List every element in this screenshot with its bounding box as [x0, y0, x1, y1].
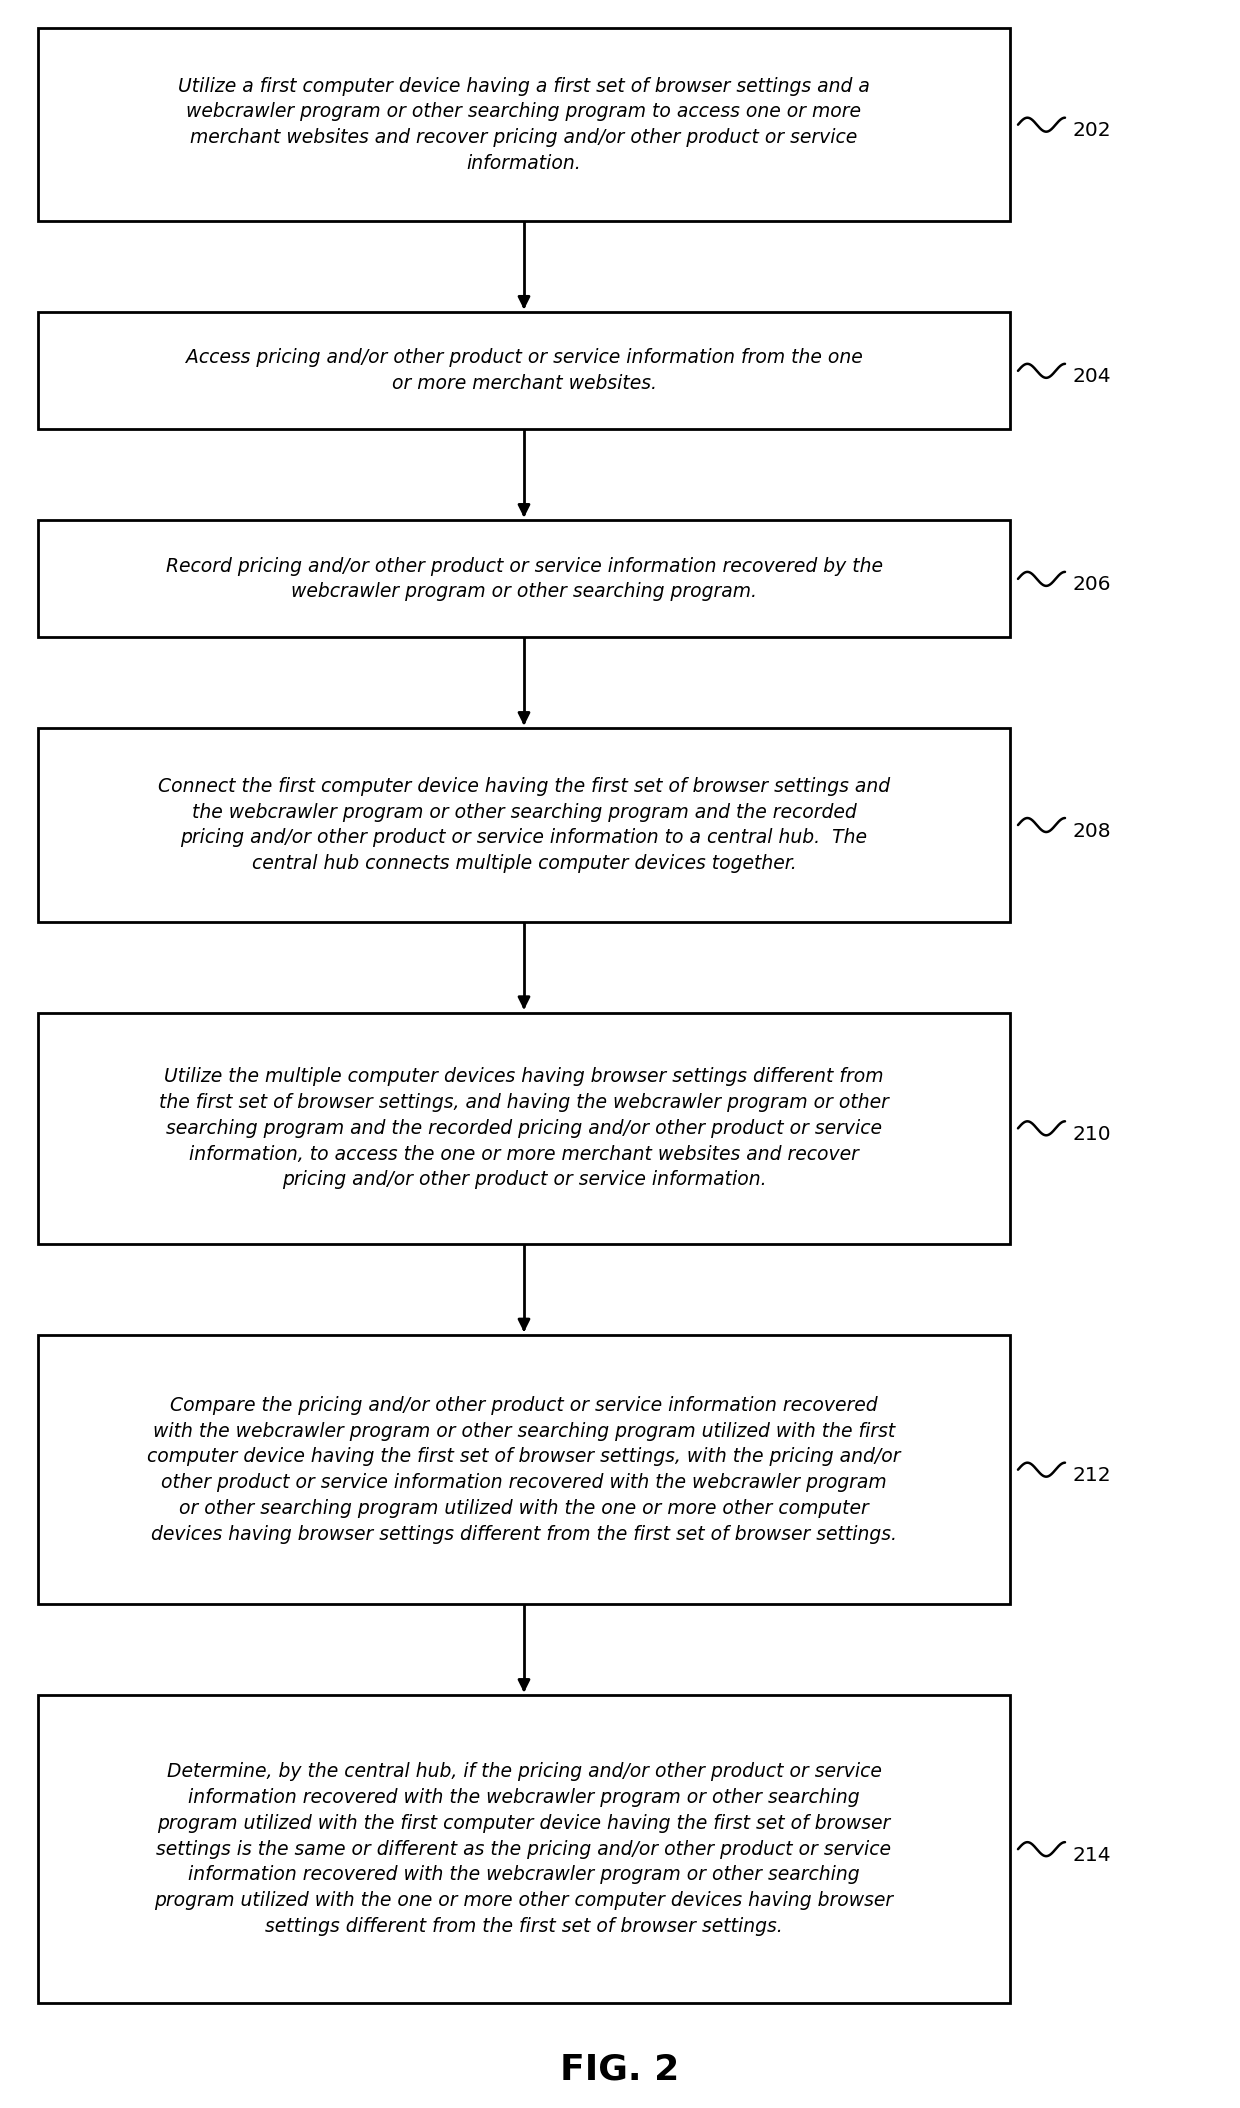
- Bar: [38, 1695, 1011, 2003]
- Text: Compare the pricing and/or other product or service information recovered
with t: Compare the pricing and/or other product…: [148, 1395, 900, 1543]
- Text: Utilize a first computer device having a first set of browser settings and a
web: Utilize a first computer device having a…: [179, 76, 870, 173]
- Text: 204: 204: [1073, 367, 1111, 386]
- Text: 212: 212: [1073, 1467, 1111, 1486]
- Bar: [38, 1334, 1011, 1604]
- Text: 210: 210: [1073, 1126, 1111, 1145]
- Text: 214: 214: [1073, 1847, 1111, 1866]
- Text: 202: 202: [1073, 120, 1111, 141]
- Bar: [38, 521, 1011, 637]
- Text: Record pricing and/or other product or service information recovered by the
webc: Record pricing and/or other product or s…: [165, 557, 883, 601]
- Text: FIG. 2: FIG. 2: [560, 2053, 680, 2087]
- Bar: [38, 27, 1011, 221]
- Text: Access pricing and/or other product or service information from the one
or more : Access pricing and/or other product or s…: [186, 348, 862, 394]
- Text: Utilize the multiple computer devices having browser settings different from
the: Utilize the multiple computer devices ha…: [159, 1067, 889, 1189]
- Text: Determine, by the central hub, if the pricing and/or other product or service
in: Determine, by the central hub, if the pr…: [155, 1762, 894, 1935]
- Bar: [38, 1012, 1011, 1244]
- Bar: [38, 729, 1011, 921]
- Text: 206: 206: [1073, 575, 1111, 594]
- Text: 208: 208: [1073, 822, 1111, 841]
- Bar: [38, 312, 1011, 430]
- Text: Connect the first computer device having the first set of browser settings and
t: Connect the first computer device having…: [157, 778, 890, 873]
